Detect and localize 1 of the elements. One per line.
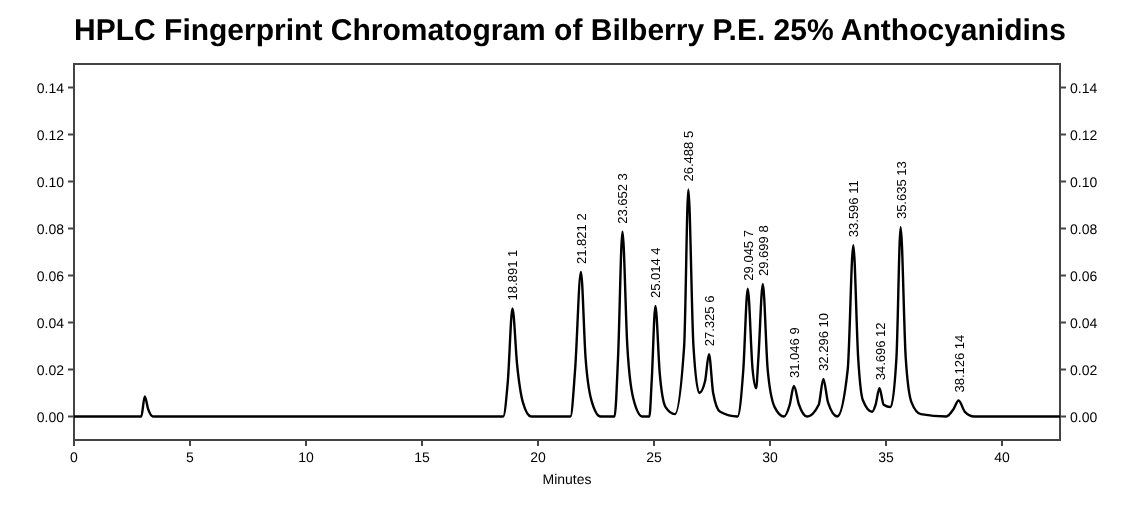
chart-title: HPLC Fingerprint Chromatogram of Bilberry P.E. 25% Anthocyanidins	[74, 14, 1066, 48]
